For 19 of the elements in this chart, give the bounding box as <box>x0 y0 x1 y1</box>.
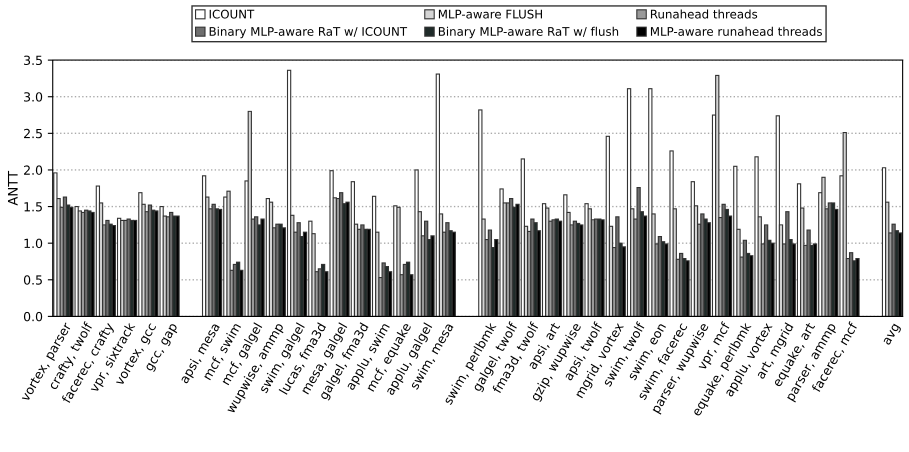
bar <box>715 74 720 316</box>
legend-label: Binary MLP-aware RaT w/ ICOUNT <box>210 26 408 38</box>
legend-label: Binary MLP-aware RaT w/ flush <box>438 26 618 38</box>
y-tick-label: 2.0 <box>24 165 42 175</box>
y-tick-label: 3.0 <box>24 92 42 102</box>
y-tick-label: 3.5 <box>24 56 42 66</box>
y-tick-label: 0.5 <box>24 275 42 285</box>
y-tick-label: 0.0 <box>24 312 42 322</box>
bar <box>248 110 252 316</box>
legend-label: MLP-aware FLUSH <box>438 10 542 19</box>
y-tick-label: 1.0 <box>24 238 42 248</box>
legend-label: Runahead threads <box>650 9 758 19</box>
y-axis-title: ANTT <box>8 170 18 206</box>
legend-label: MLP-aware runahead threads <box>650 26 822 36</box>
bar <box>842 132 847 316</box>
y-tick-label: 2.5 <box>24 128 42 138</box>
legend-label: ICOUNT <box>210 10 254 19</box>
y-tick-label: 1.5 <box>24 202 42 212</box>
bar <box>478 109 482 316</box>
